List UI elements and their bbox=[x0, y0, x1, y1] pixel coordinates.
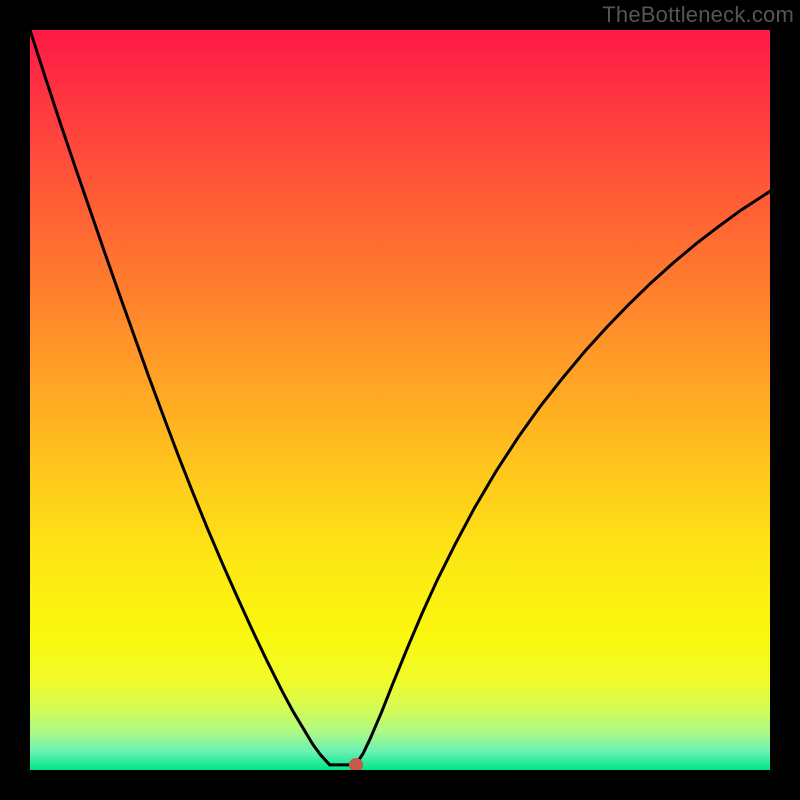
optimal-point-marker bbox=[349, 758, 363, 770]
curve-right-branch bbox=[356, 191, 770, 765]
watermark-text: TheBottleneck.com bbox=[602, 2, 794, 28]
plot-area bbox=[30, 30, 770, 770]
curve-left-branch bbox=[30, 30, 330, 765]
bottleneck-curve bbox=[30, 30, 770, 770]
